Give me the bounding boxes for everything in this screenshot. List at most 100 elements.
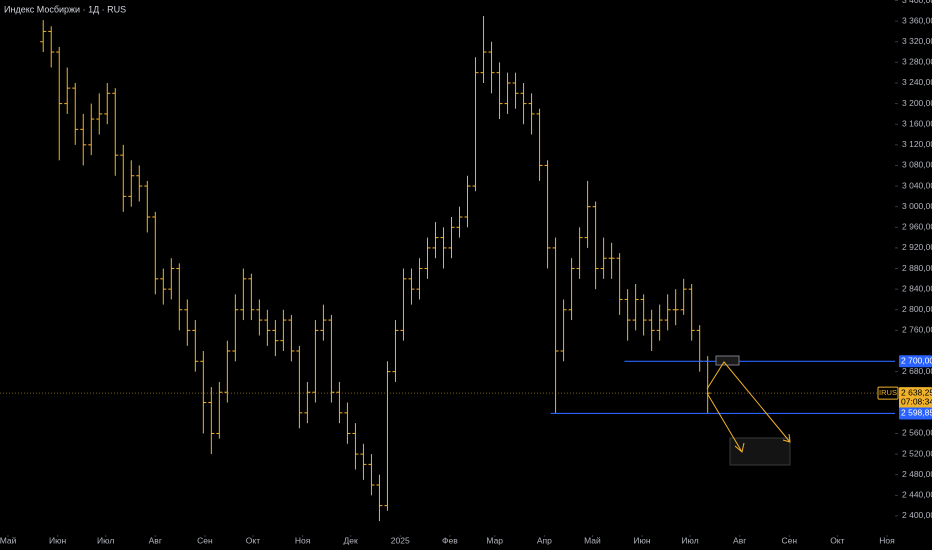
ohlc-bar (264, 309, 271, 346)
box (729, 437, 791, 466)
ohlc-bar (512, 72, 519, 109)
y-tick-label: 3 320,00 (902, 36, 932, 46)
ohlc-bar (480, 15, 487, 83)
ohlc-bar (600, 237, 607, 279)
ohlc-bar (360, 443, 367, 480)
ohlc-bar (496, 62, 503, 120)
ohlc-bar (256, 299, 263, 336)
plot (0, 15, 895, 522)
ohlc-bar (232, 294, 239, 362)
ohlc-bar (552, 237, 559, 413)
y-tick-label: 2 480,00 (902, 469, 932, 479)
x-tick-label: Июл (681, 535, 698, 545)
ohlc-bar (568, 258, 575, 321)
level-label: 2 598,85 (901, 408, 932, 418)
ohlc-bar (456, 206, 463, 238)
ohlc-bar (208, 387, 215, 455)
last-price-label: 2 638,25 (901, 387, 932, 397)
y-tick-label: 2 400,00 (902, 510, 932, 520)
ohlc-bar (88, 103, 95, 156)
ohlc-bar (336, 381, 343, 424)
ohlc-bar (608, 242, 615, 279)
ohlc-bar (640, 294, 647, 336)
ohlc-bar (504, 72, 511, 114)
box (715, 355, 740, 366)
ohlc-bar (392, 320, 399, 382)
arrow (706, 361, 791, 443)
ohlc-bar (448, 216, 455, 259)
x-tick-label: Май (584, 535, 601, 545)
ohlc-bar (648, 309, 655, 351)
arrow-head (782, 433, 791, 443)
ohlc-bar (560, 299, 567, 362)
x-tick-label: Июл (97, 535, 114, 545)
x-tick-label: Ноя (295, 535, 311, 545)
ohlc-bar (520, 82, 527, 125)
y-tick-label: 3 360,00 (902, 15, 932, 25)
x-tick-label: Сен (197, 535, 213, 545)
y-tick-label: 3 240,00 (902, 77, 932, 87)
y-tick-label: 2 680,00 (902, 366, 932, 376)
ohlc-bar (584, 180, 591, 248)
ohlc-bar (200, 350, 207, 434)
ohlc-bar (472, 57, 479, 192)
y-tick-label: 3 400,00 (902, 0, 932, 5)
x-tick-label: Ноя (879, 535, 895, 545)
x-tick-label: Сен (782, 535, 798, 545)
arrow (706, 392, 743, 453)
y-tick-label: 2 440,00 (902, 490, 932, 500)
symbol-tag (877, 386, 899, 400)
ohlc-bar (432, 222, 439, 259)
y-tick-label: 3 160,00 (902, 118, 932, 128)
ohlc-bar (352, 423, 359, 470)
x-tick-label: Июн (49, 535, 66, 545)
ohlc-bar (96, 93, 103, 135)
ohlc-bar (576, 227, 583, 279)
drawings (706, 355, 791, 466)
ohlc-bar (152, 211, 159, 295)
ohlc-bar (64, 67, 71, 114)
symbol-label: IRUS (879, 388, 897, 397)
x-tick-label: 2025 (391, 535, 410, 545)
ohlc-bar (240, 268, 247, 321)
y-tick-label: 2 520,00 (902, 448, 932, 458)
ohlc-bar (280, 309, 287, 351)
y-tick-label: 3 120,00 (902, 139, 932, 149)
ohlc-bar (368, 454, 375, 496)
ohlc-bar (304, 381, 311, 424)
ohlc-bar (328, 314, 335, 403)
y-tick-label: 2 760,00 (902, 325, 932, 335)
x-tick-label: Окт (830, 535, 844, 545)
x-tick-label: Авг (733, 535, 746, 545)
y-tick-label: 2 920,00 (902, 242, 932, 252)
x-tick-label: Фев (442, 535, 458, 545)
ohlc-bar (272, 320, 279, 357)
ohlc-bar (80, 113, 87, 166)
ohlc-bar (488, 41, 495, 94)
price-tag (899, 387, 932, 409)
ohlc-bar (424, 237, 431, 279)
ohlc-bar (72, 82, 79, 145)
ohlc-bar (664, 294, 671, 331)
ohlc-bar (120, 144, 127, 212)
x-tick-label: Окт (246, 535, 260, 545)
ohlc-bar (224, 340, 231, 403)
ohlc-bar (408, 268, 415, 305)
y-tick-label: 2 880,00 (902, 263, 932, 273)
x-tick-label: Дек (344, 535, 358, 545)
ohlc-bar (296, 345, 303, 429)
ohlc-bar (136, 165, 143, 202)
ohlc-bar (624, 289, 631, 341)
ohlc-bar (376, 474, 383, 522)
ohlc-bar (464, 175, 471, 228)
ohlc-bar (176, 263, 183, 331)
ohlc-bar (184, 299, 191, 346)
x-tick-label: Апр (537, 535, 552, 545)
ohlc-bar (104, 82, 111, 125)
ohlc-bar (56, 46, 63, 161)
ohlc-bar (160, 268, 167, 305)
ohlc-bar (616, 253, 623, 315)
y-tick-label: 3 080,00 (902, 160, 932, 170)
